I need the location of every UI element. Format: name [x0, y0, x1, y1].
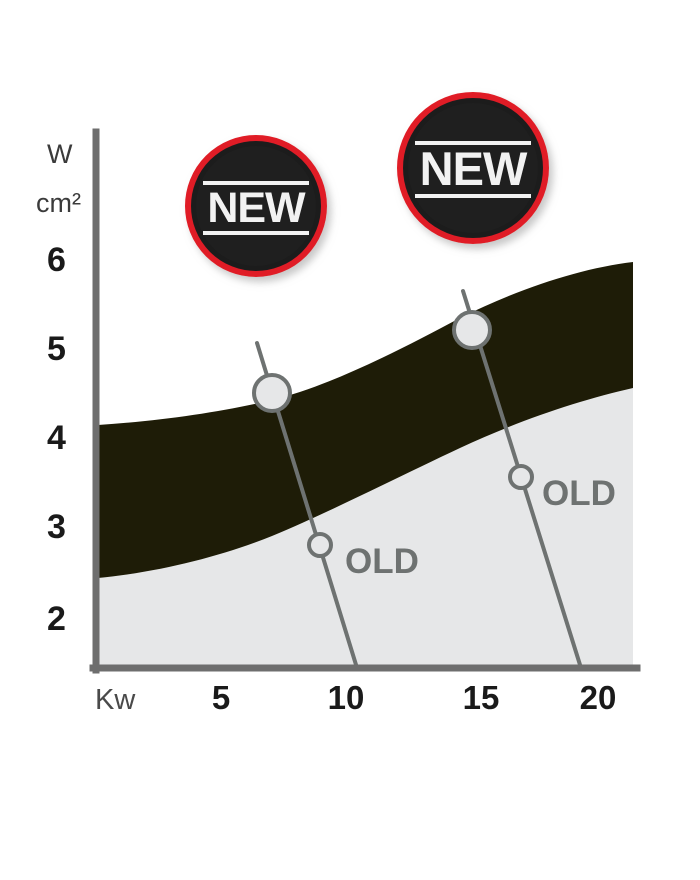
- old-point-marker-1: [307, 532, 333, 558]
- new-point-marker-2: [452, 310, 492, 350]
- badge-label-2: NEW: [420, 142, 528, 195]
- x-axis-unit: Kw: [95, 684, 136, 716]
- y-tick-label-2: 2: [47, 600, 66, 638]
- y-tick-label-6: 6: [47, 241, 66, 279]
- x-tick-label-10: 10: [328, 679, 365, 716]
- old-point-marker-2: [508, 464, 534, 490]
- x-tick-label-15: 15: [463, 679, 500, 716]
- y-axis-unit-line1: W: [47, 139, 73, 169]
- y-tick-label-4: 4: [47, 419, 66, 457]
- old-annotation-2: OLD: [542, 474, 616, 513]
- old-annotation-1: OLD: [345, 542, 419, 581]
- badge-disc-2: [408, 103, 538, 233]
- badge-label-1: NEW: [207, 184, 306, 232]
- badge-disc-1: [196, 146, 316, 266]
- y-tick-label-5: 5: [47, 330, 66, 368]
- new-point-marker-1: [252, 373, 292, 413]
- x-tick-label-20: 20: [580, 679, 617, 716]
- x-tick-label-5: 5: [212, 679, 230, 716]
- badge-new-2[interactable]: NEW: [397, 92, 549, 244]
- area-below-old-curve: [98, 388, 633, 668]
- badge-new-1[interactable]: NEW: [185, 135, 327, 277]
- performance-band-new-vs-old: [98, 262, 633, 578]
- y-tick-label-3: 3: [47, 508, 66, 546]
- y-axis-unit-line2: cm²: [36, 188, 81, 218]
